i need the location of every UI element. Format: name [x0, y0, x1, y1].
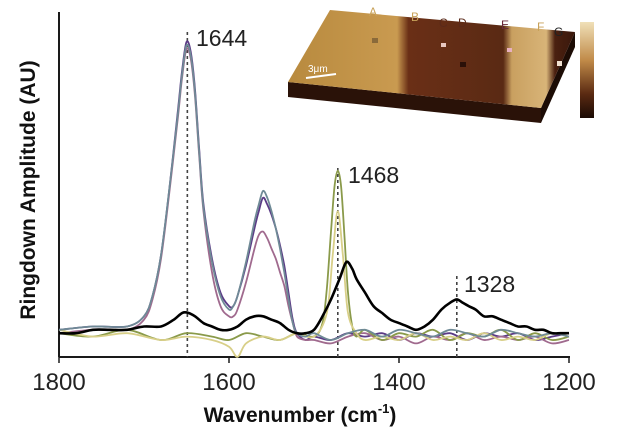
inset-letter-g: G — [554, 25, 563, 39]
afm-inset-image: 3μm A B C D E F G — [288, 5, 594, 123]
inset-spot-a — [372, 38, 378, 43]
x-tick-label-1600: 1600 — [202, 369, 255, 396]
inset-color-bar — [580, 22, 594, 118]
inset-plate-side — [288, 82, 541, 123]
x-tick-label-1800: 1800 — [32, 369, 85, 396]
inset-plate-top — [288, 10, 575, 108]
inset-spot-g — [557, 61, 562, 66]
peak-label-1328: 1328 — [464, 271, 515, 297]
inset-letter-d: D — [458, 16, 467, 30]
inset-scale-bar — [305, 73, 337, 79]
x-axis-title-superscript: -1 — [378, 401, 390, 416]
x-tick-labels: 1800 1600 1400 1200 — [32, 369, 595, 396]
inset-letter-c: C — [439, 16, 448, 30]
x-tick-label-1200: 1200 — [542, 369, 595, 396]
inset-region-letters: A B C D E F G — [369, 5, 563, 39]
series-line-3 — [58, 169, 570, 341]
inset-letter-b: B — [411, 10, 419, 24]
peak-label-1468: 1468 — [348, 162, 399, 188]
series-line-5 — [58, 43, 570, 341]
x-axis-title-main: Wavenumber (cm — [204, 404, 378, 427]
inset-plate-right — [541, 32, 575, 123]
peak-label-1644: 1644 — [196, 25, 247, 51]
inset-spot-d — [460, 62, 466, 67]
inset-letter-a: A — [369, 5, 377, 19]
inset-letter-f: F — [537, 20, 544, 34]
x-axis-title-end: ) — [389, 404, 396, 427]
inset-letter-e: E — [501, 18, 509, 32]
peak-marker-lines — [186, 32, 458, 357]
series-line-6 — [58, 260, 569, 335]
x-axis-title: Wavenumber (cm-1) — [204, 401, 397, 427]
peak-labels: 1644 1468 1328 — [196, 25, 515, 297]
inset-scale-label: 3μm — [308, 64, 328, 75]
y-axis-title: Ringdown Amplitude (AU) — [17, 60, 40, 319]
inset-spot-c — [441, 43, 446, 47]
x-tick-label-1400: 1400 — [372, 369, 425, 396]
inset-spot-e — [507, 48, 512, 52]
series-line-4 — [58, 210, 570, 358]
series-group — [58, 40, 570, 358]
